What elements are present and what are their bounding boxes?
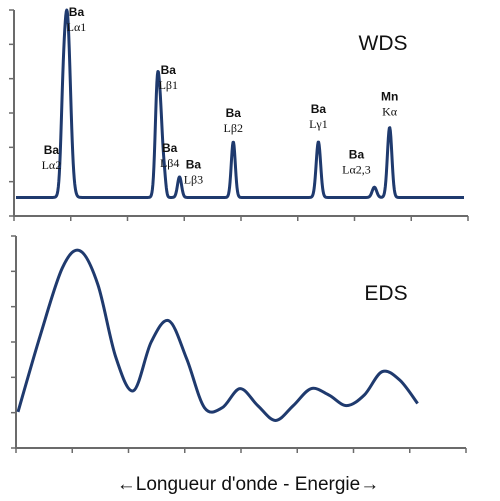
eds-ticks — [11, 235, 467, 453]
peak-line-label: Lβ2 — [224, 121, 243, 135]
axis-caption: ←Longueur d'onde - Energie→ — [117, 474, 379, 495]
peak-element-label: Ba — [69, 5, 85, 19]
wds-panel-label: WDS — [359, 32, 408, 55]
peak-element-label: Ba — [226, 106, 242, 120]
wds-spectrum-line — [15, 8, 465, 199]
eds-axes — [15, 236, 466, 449]
wds-ticks — [9, 9, 469, 221]
peak-element-label: Ba — [349, 147, 365, 161]
peak-line-label: Lα2,3 — [342, 162, 371, 176]
peak-element-label: Ba — [311, 102, 327, 116]
peak-element-label: Ba — [161, 63, 177, 77]
peak-line-label: Lβ3 — [184, 173, 203, 187]
peak-line-label: Lβ1 — [159, 78, 178, 92]
peak-element-label: Ba — [44, 143, 60, 157]
eds-panel: EDS — [11, 235, 467, 453]
peak-element-label: Ba — [186, 158, 202, 172]
peak-line-label: Lβ4 — [160, 156, 179, 170]
peak-line-label: Lγ1 — [309, 117, 328, 131]
peak-line-label: Kα — [382, 105, 398, 119]
peak-element-label: Ba — [162, 141, 178, 155]
eds-panel-label: EDS — [364, 282, 407, 305]
peak-line-label: Lα2 — [42, 158, 62, 172]
peak-element-label: Mn — [381, 90, 398, 104]
eds-spectrum-line — [16, 248, 419, 422]
peak-line-label: Lα1 — [67, 20, 87, 34]
